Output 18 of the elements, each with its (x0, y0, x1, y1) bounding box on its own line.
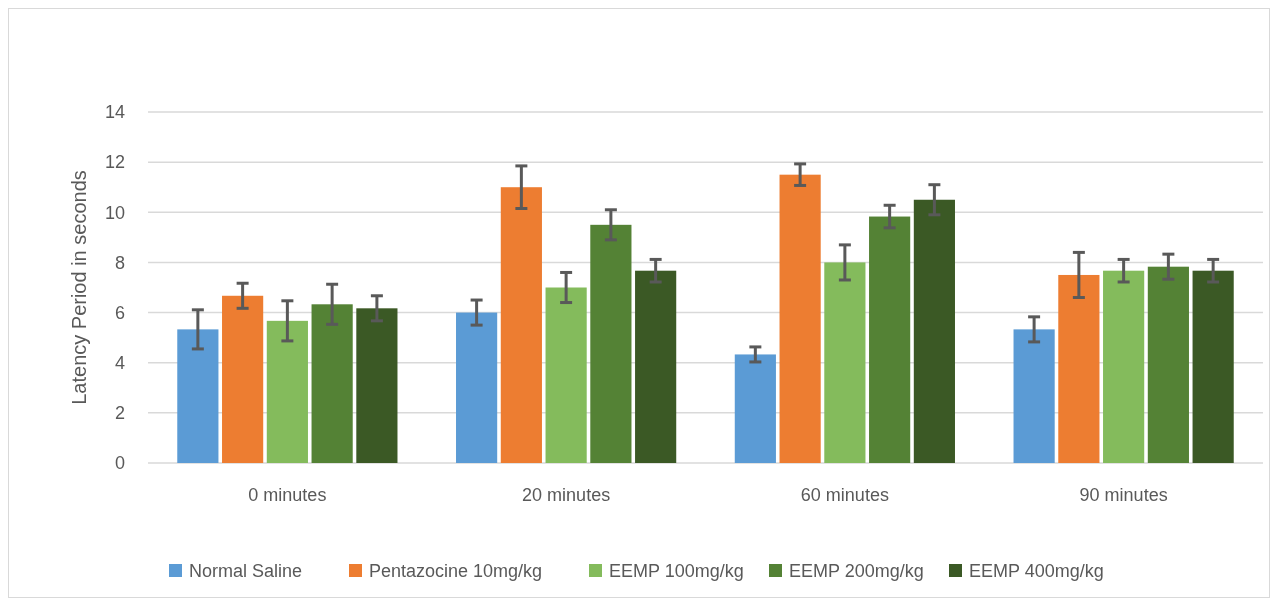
y-tick-label: 4 (114, 353, 125, 374)
y-tick-label: 10 (104, 202, 125, 223)
y-tick-label: 0 (114, 453, 125, 474)
y-tick-label: 6 (114, 302, 125, 323)
x-tick-label: 20 minutes (522, 485, 611, 505)
legend-label: Pentazocine 10mg/kg (369, 561, 543, 582)
legend-label: Normal Saline (189, 561, 303, 582)
y-tick-label: 2 (114, 403, 125, 424)
x-tick-label: 0 minutes (248, 485, 327, 505)
x-tick-label: 60 minutes (800, 485, 889, 505)
x-tick-label: 90 minutes (1079, 485, 1168, 505)
y-tick-label: 12 (104, 152, 125, 173)
y-tick-label: 8 (114, 252, 125, 273)
y-tick-label: 14 (104, 102, 125, 123)
legend-label: EEMP 100mg/kg (609, 561, 744, 582)
y-axis-title: Latency Period in seconds (68, 170, 90, 405)
legend-label: EEMP 200mg/kg (789, 561, 924, 582)
legend-label: EEMP 400mg/kg (969, 561, 1104, 582)
